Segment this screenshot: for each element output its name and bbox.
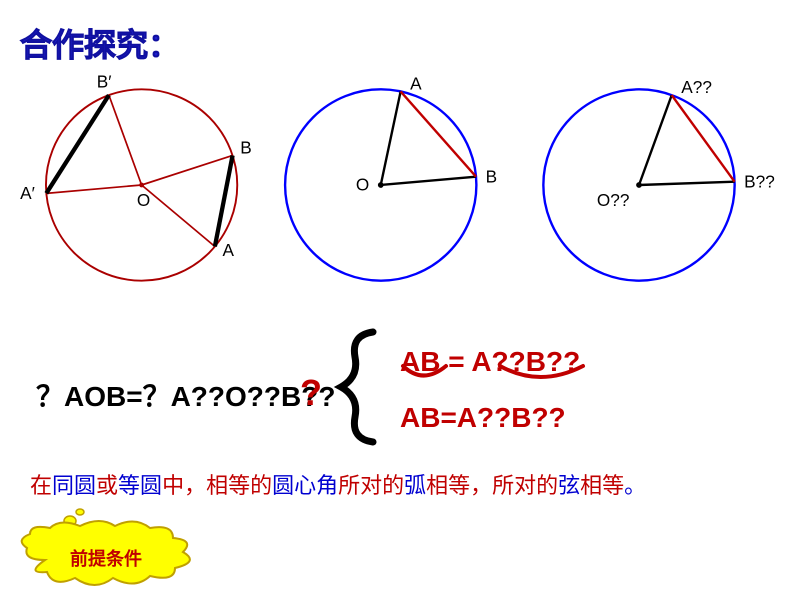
t-p2: 同圆 — [52, 473, 96, 498]
theorem-text: 在同圆或等圆中，相等的圆心角所对的弧相等，所对的弦相等。 — [30, 468, 646, 500]
svg-text:A: A — [410, 75, 422, 94]
cloud-callout: 前提条件 — [15, 500, 205, 595]
t-p4: 等圆 — [118, 473, 162, 498]
t-p3: 或 — [96, 473, 118, 498]
t-p9: 相等，所对的 — [426, 473, 558, 498]
equation-row: ？AOB=？A??O??B?? ? AB = A??B?? AB=A??B?? — [0, 345, 794, 445]
geometry-diagrams: B′ A′ B A O A B O A?? B?? O?? — [0, 75, 794, 295]
svg-text:B??: B?? — [744, 171, 775, 191]
t-p1: 在 — [30, 473, 52, 498]
svg-text:O??: O?? — [597, 190, 630, 210]
svg-text:A: A — [223, 240, 235, 260]
t-p6: 圆心角 — [272, 473, 338, 498]
brace — [333, 327, 393, 447]
t-p7: 所对的 — [338, 473, 404, 498]
svg-text:A′: A′ — [20, 183, 35, 203]
svg-text:A??: A?? — [681, 77, 712, 97]
angle-aob: ？AOB= — [36, 381, 143, 412]
t-p5: 中，相等的 — [162, 473, 272, 498]
t-p10: 弦 — [558, 473, 580, 498]
chord-equality: AB=A??B?? — [400, 393, 580, 443]
question-mark: ? — [300, 372, 322, 414]
equation-rhs: AB = A??B?? AB=A??B?? — [400, 337, 580, 444]
arc-equality: AB = A??B?? — [400, 337, 580, 387]
section-title: 合作探究： — [20, 20, 180, 66]
t-p8: 弧 — [404, 473, 426, 498]
svg-text:B: B — [240, 138, 251, 158]
t-p12: 。 — [624, 473, 646, 498]
svg-text:B: B — [486, 166, 497, 186]
svg-text:B′: B′ — [97, 75, 112, 91]
equation-lhs: ？AOB=？A??O??B?? — [36, 375, 335, 415]
svg-text:O: O — [137, 190, 150, 210]
t-p11: 相等 — [580, 473, 624, 498]
svg-text:O: O — [356, 175, 369, 195]
cloud-label: 前提条件 — [70, 545, 142, 571]
